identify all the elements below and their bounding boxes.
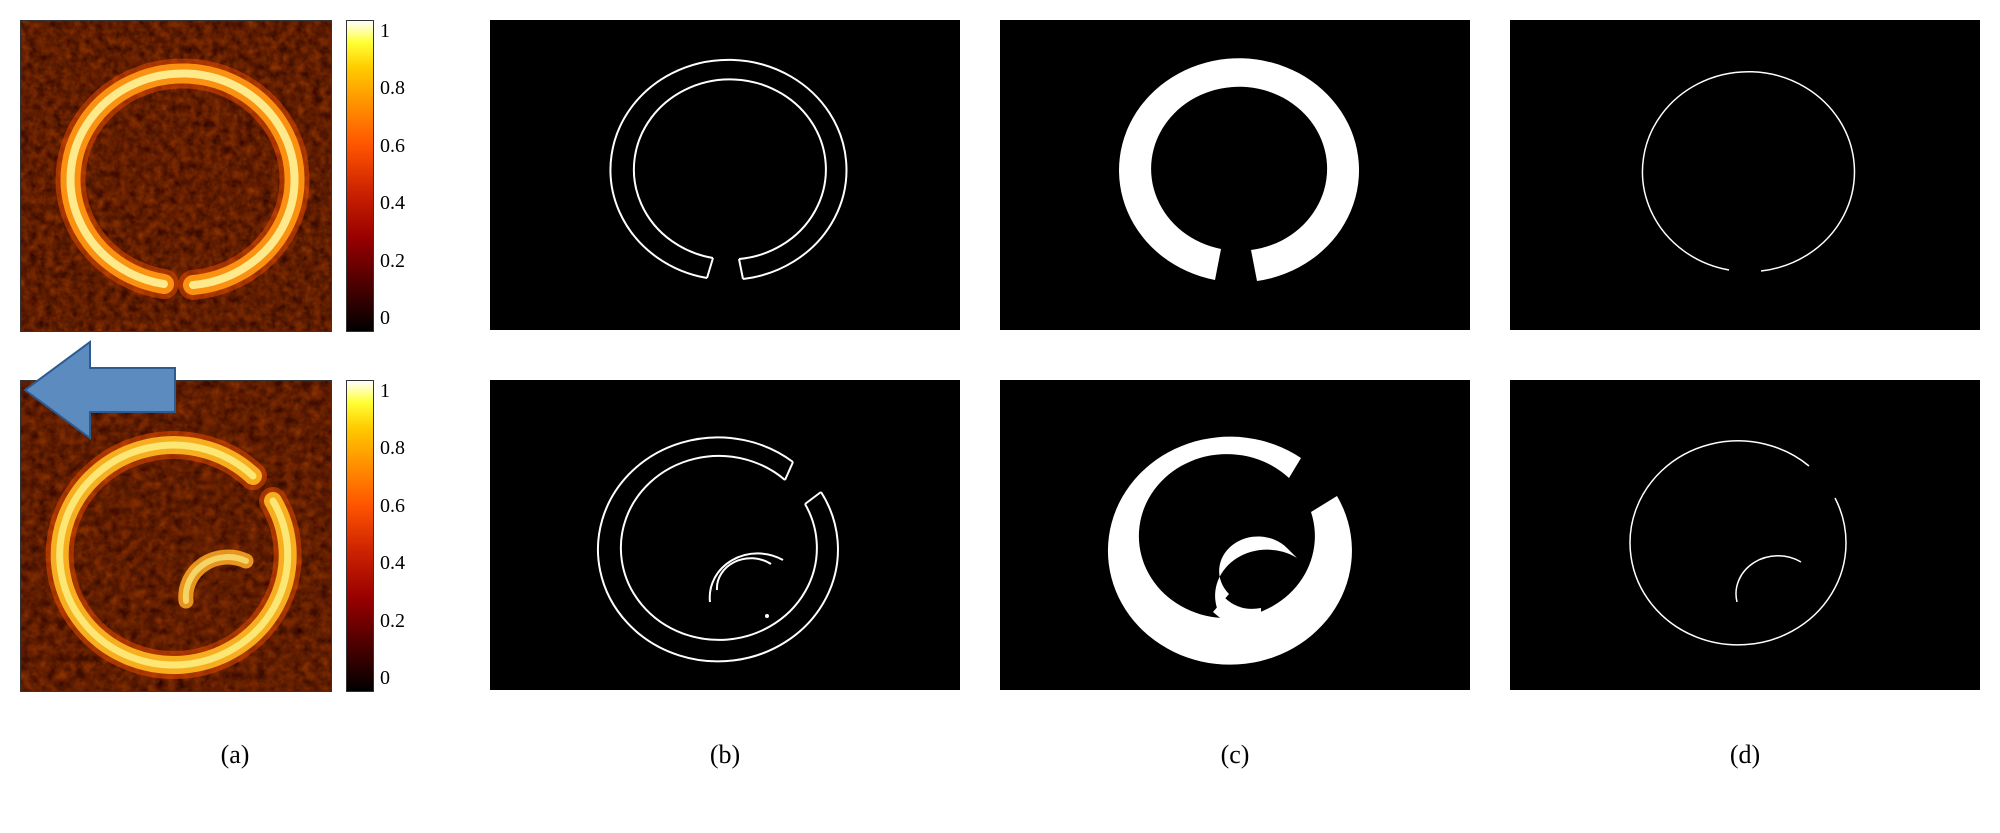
tick-label: 1 bbox=[380, 20, 405, 43]
colorbar-bottom: 1 0.8 0.6 0.4 0.2 0 bbox=[346, 380, 405, 690]
tick-label: 0.4 bbox=[380, 552, 405, 575]
tick-label: 0.4 bbox=[380, 192, 405, 215]
tick-label: 0.2 bbox=[380, 250, 405, 273]
column-label-a: (a) bbox=[20, 740, 450, 800]
column-label-b: (b) bbox=[490, 740, 960, 800]
tick-label: 0.2 bbox=[380, 610, 405, 633]
heatmap-top bbox=[20, 20, 332, 332]
column-label-d: (d) bbox=[1510, 740, 1980, 800]
tick-label: 1 bbox=[380, 380, 405, 403]
colorbar-top: 1 0.8 0.6 0.4 0.2 0 bbox=[346, 20, 405, 330]
figure-grid: 1 0.8 0.6 0.4 0.2 0 bbox=[20, 20, 1980, 800]
panel-d-top bbox=[1510, 20, 1980, 360]
panel-c-top bbox=[1000, 20, 1470, 360]
colorbar-top-ticks: 1 0.8 0.6 0.4 0.2 0 bbox=[380, 20, 405, 330]
panel-d-bottom bbox=[1510, 380, 1980, 720]
left-arrow-icon bbox=[20, 330, 180, 450]
panel-b-bottom bbox=[490, 380, 960, 720]
colorbar-bottom-ticks: 1 0.8 0.6 0.4 0.2 0 bbox=[380, 380, 405, 690]
tick-label: 0.8 bbox=[380, 77, 405, 100]
tick-label: 0.6 bbox=[380, 495, 405, 518]
panel-c-bottom bbox=[1000, 380, 1470, 720]
column-label-c: (c) bbox=[1000, 740, 1470, 800]
tick-label: 0.6 bbox=[380, 135, 405, 158]
panel-a-top: 1 0.8 0.6 0.4 0.2 0 bbox=[20, 20, 450, 360]
tick-label: 0 bbox=[380, 667, 405, 690]
panel-b-top bbox=[490, 20, 960, 360]
tick-label: 0.8 bbox=[380, 437, 405, 460]
tick-label: 0 bbox=[380, 307, 405, 330]
